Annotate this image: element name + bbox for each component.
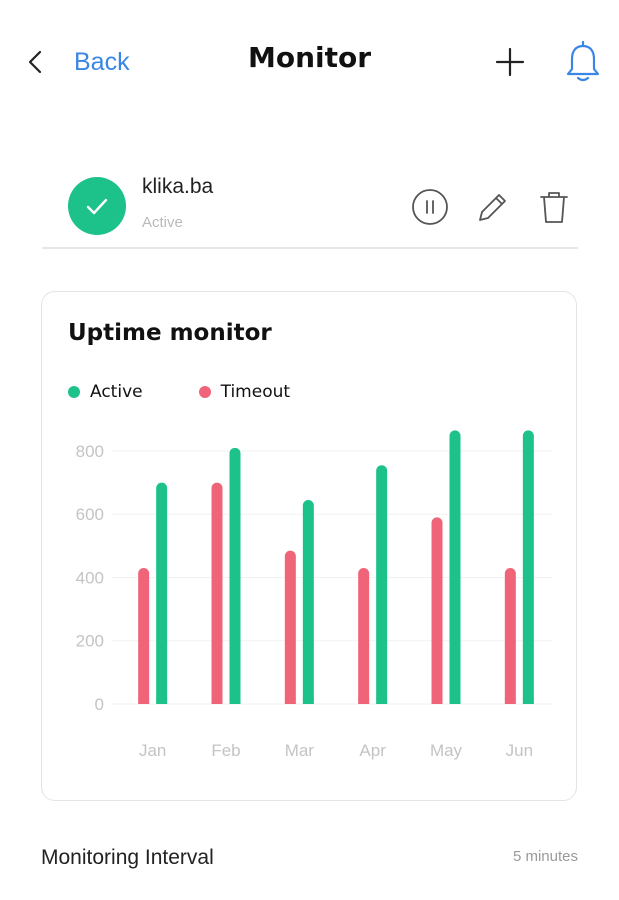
trash-icon[interactable] <box>534 187 574 227</box>
x-tick-label: Mar <box>285 741 315 760</box>
bar-chart: 0 200 400 600 800 Jan Feb Mar Apr May Jun <box>76 430 552 760</box>
bar-base-active <box>522 698 534 704</box>
edit-icon[interactable] <box>472 187 512 227</box>
site-name: klika.ba <box>142 175 214 198</box>
pause-icon[interactable] <box>410 187 450 227</box>
uptime-chart-card: Uptime monitor Active Timeout 0 200 400 600… <box>41 291 577 801</box>
legend-item-active: Active <box>68 382 143 402</box>
header: Back Monitor <box>0 0 619 120</box>
site-row[interactable]: klika.ba Active <box>42 165 578 251</box>
site-status: Active <box>142 214 183 231</box>
chevron-left-icon <box>28 50 42 74</box>
x-tick-label: Apr <box>359 741 386 760</box>
bar-timeout <box>284 550 296 704</box>
y-tick-label: 200 <box>76 632 104 651</box>
interval-value[interactable]: 5 minutes <box>512 848 578 865</box>
bar-active <box>449 430 461 704</box>
page-title: Monitor <box>247 41 372 74</box>
bar-timeout <box>431 517 443 704</box>
back-label: Back <box>74 47 130 76</box>
legend-label-timeout: Timeout <box>220 382 291 402</box>
plus-icon[interactable] <box>494 46 526 78</box>
bar-base-active <box>302 698 314 704</box>
y-tick-label: 600 <box>76 505 104 524</box>
bar-active <box>522 430 534 704</box>
bar-timeout <box>504 568 516 704</box>
x-tick-label: Jan <box>139 741 166 760</box>
bar-active <box>229 447 241 704</box>
x-tick-label: Feb <box>211 741 240 760</box>
bell-icon[interactable] <box>563 40 603 82</box>
bar-base-timeout <box>284 698 296 704</box>
y-tick-label: 400 <box>76 568 104 587</box>
bar-base-active <box>376 698 388 704</box>
back-button[interactable]: Back <box>22 40 130 84</box>
bar-base-timeout <box>138 698 150 704</box>
x-tick-label: May <box>430 741 463 760</box>
legend-dot-active <box>68 386 80 398</box>
interval-label: Monitoring Interval <box>41 846 214 869</box>
x-tick-label: Jun <box>506 741 533 760</box>
bar-timeout <box>138 568 150 704</box>
y-tick-label: 800 <box>76 442 104 461</box>
divider <box>42 247 578 249</box>
bar-base-active <box>229 698 241 704</box>
y-tick-label: 0 <box>95 695 104 714</box>
chart-title: Uptime monitor <box>68 320 272 346</box>
chart-legend: Active Timeout <box>68 382 346 402</box>
legend-dot-timeout <box>198 386 211 398</box>
bar-timeout <box>211 482 223 704</box>
legend-label-active: Active <box>90 382 143 402</box>
bar-active <box>302 500 314 704</box>
bar-base-timeout <box>211 698 223 704</box>
status-check-icon <box>68 177 126 235</box>
bar-base-active <box>156 698 168 704</box>
bar-timeout <box>358 568 370 704</box>
bar-base-timeout <box>504 698 516 704</box>
bar-active <box>156 482 168 704</box>
bar-base-active <box>449 698 461 704</box>
bar-active <box>376 465 388 704</box>
legend-item-timeout: Timeout <box>198 382 291 402</box>
bar-base-timeout <box>358 698 370 704</box>
bar-base-timeout <box>431 698 443 704</box>
